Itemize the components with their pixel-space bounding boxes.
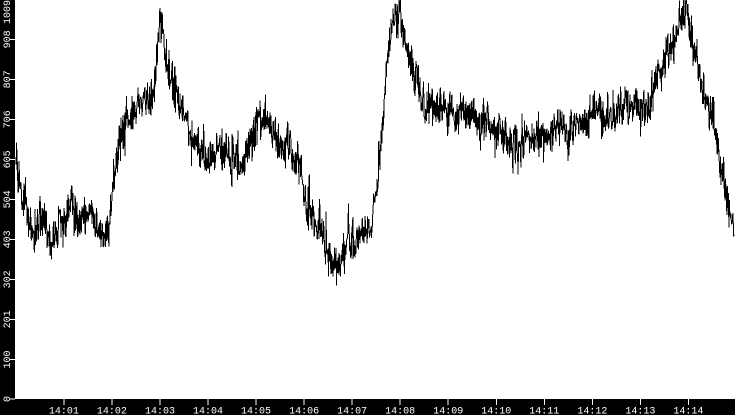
svg-text:14:05: 14:05 (241, 407, 271, 415)
svg-text:14:13: 14:13 (625, 407, 655, 415)
svg-text:14:12: 14:12 (577, 407, 607, 415)
svg-text:14:08: 14:08 (385, 407, 415, 415)
svg-text:0: 0 (3, 396, 14, 402)
svg-text:14:06: 14:06 (289, 407, 319, 415)
svg-text:807: 807 (3, 70, 14, 88)
svg-text:14:02: 14:02 (97, 407, 127, 415)
svg-text:403: 403 (3, 230, 14, 248)
svg-text:706: 706 (3, 110, 14, 128)
svg-text:14:11: 14:11 (529, 407, 559, 415)
svg-text:605: 605 (3, 150, 14, 168)
svg-text:201: 201 (3, 310, 14, 328)
svg-text:1009: 1009 (3, 0, 14, 24)
svg-text:14:14: 14:14 (673, 407, 703, 415)
svg-text:14:10: 14:10 (481, 407, 511, 415)
svg-text:100: 100 (3, 350, 14, 368)
svg-text:14:01: 14:01 (49, 407, 79, 415)
svg-text:14:07: 14:07 (337, 407, 367, 415)
svg-text:14:09: 14:09 (433, 407, 463, 415)
svg-text:504: 504 (3, 190, 14, 208)
svg-text:302: 302 (3, 270, 14, 288)
svg-text:14:03: 14:03 (145, 407, 175, 415)
svg-text:908: 908 (3, 30, 14, 48)
svg-text:14:04: 14:04 (193, 407, 223, 415)
